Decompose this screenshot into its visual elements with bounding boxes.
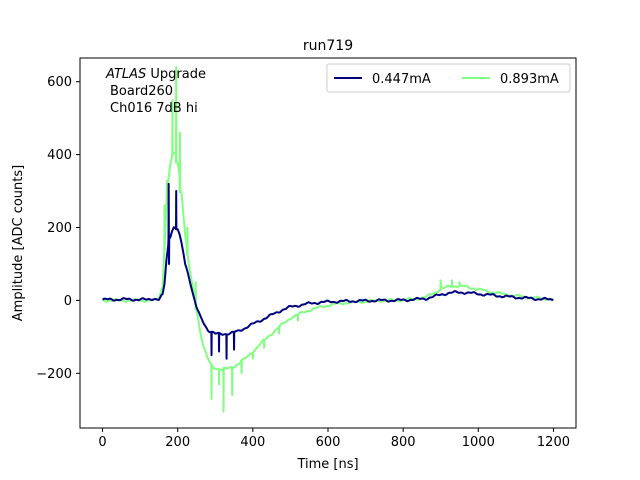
y-tick-label: 400 <box>47 148 72 163</box>
annotation-line-1: ATLAS Upgrade <box>105 67 206 82</box>
y-axis-label: Amplitude [ADC counts] <box>11 165 26 321</box>
x-tick-label: 600 <box>316 435 341 450</box>
annotation-upgrade: Upgrade <box>146 67 206 82</box>
annotation-atlas: ATLAS <box>105 67 146 82</box>
series-line-0447ma <box>101 182 554 360</box>
legend: 0.447mA 0.893mA <box>326 63 571 93</box>
legend-label-0447: 0.447mA <box>372 72 431 87</box>
plot-area <box>101 66 554 413</box>
legend-label-0893: 0.893mA <box>500 72 559 87</box>
y-tick-label: −200 <box>36 367 72 382</box>
series-line-0893ma <box>102 66 554 413</box>
x-tick-label: 800 <box>391 435 416 450</box>
y-axis: −200 0 200 400 600 <box>36 75 80 382</box>
x-tick-label: 0 <box>98 435 106 450</box>
x-tick-label: 1000 <box>462 435 495 450</box>
legend-box <box>326 63 571 93</box>
x-tick-label: 1200 <box>537 435 570 450</box>
annotation-line-2: Board260 <box>110 84 173 99</box>
x-axis-label: Time [ns] <box>296 457 358 472</box>
y-tick-label: 0 <box>64 294 72 309</box>
annotation-line-3: Ch016 7dB hi <box>110 101 198 116</box>
annotation-block: ATLAS Upgrade Board260 Ch016 7dB hi <box>105 67 206 116</box>
y-tick-label: 200 <box>47 221 72 236</box>
y-tick-label: 600 <box>47 75 72 90</box>
chart-title: run719 <box>303 38 353 54</box>
x-tick-label: 200 <box>165 435 190 450</box>
x-tick-label: 400 <box>240 435 265 450</box>
x-axis: 0 200 400 600 800 1000 1200 <box>98 428 570 450</box>
